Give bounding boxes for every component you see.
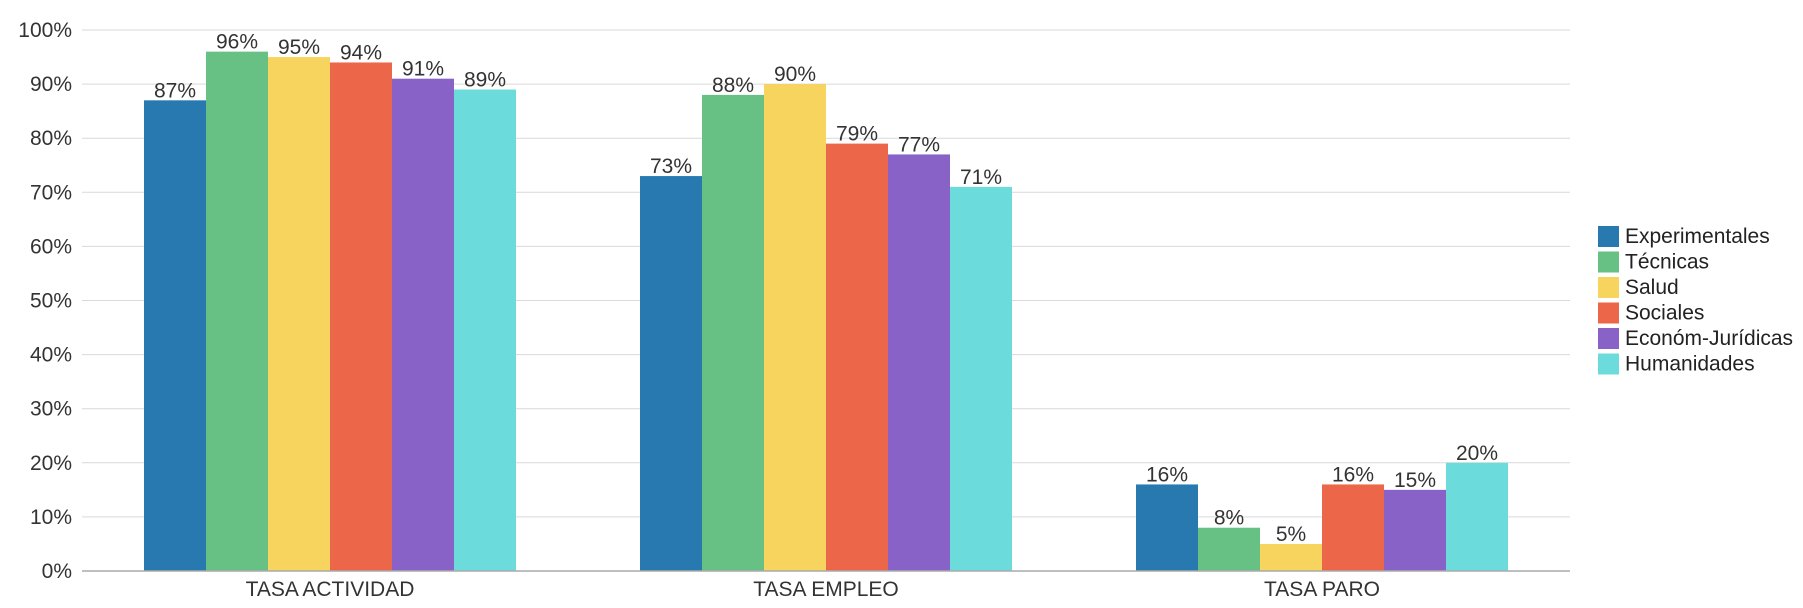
bar <box>826 143 888 572</box>
data-label: 91% <box>402 58 444 81</box>
bar <box>206 51 268 571</box>
bar <box>268 57 330 572</box>
legend-label: Experimentales <box>1625 225 1770 248</box>
legend-label: Sociales <box>1625 302 1704 325</box>
bar <box>144 100 206 571</box>
y-tick-label: 80% <box>30 127 72 150</box>
bar <box>1198 527 1260 571</box>
y-tick-label: 100% <box>18 19 72 42</box>
bar <box>330 62 392 572</box>
data-label: 79% <box>836 123 878 146</box>
x-tick-label: TASA ACTIVIDAD <box>246 578 415 601</box>
data-label: 90% <box>774 63 816 86</box>
data-label: 16% <box>1332 463 1374 486</box>
legend-label: Salud <box>1625 276 1679 299</box>
x-tick-label: TASA EMPLEO <box>753 578 899 601</box>
y-tick-label: 20% <box>30 452 72 475</box>
data-label: 20% <box>1456 442 1498 465</box>
legend-item: Experimentales <box>1598 225 1770 248</box>
legend-item: Salud <box>1598 276 1679 299</box>
data-label: 15% <box>1394 469 1436 492</box>
x-axis-ticks: TASA ACTIVIDAD TASA EMPLEO TASA PARO <box>246 578 1380 601</box>
data-label: 16% <box>1146 463 1188 486</box>
bar <box>702 94 764 572</box>
bar <box>640 176 702 571</box>
bars <box>144 51 1508 572</box>
y-axis-ticks: 0% 10% 20% 30% 40% 50% 60% 70% 80% 90% 100% <box>18 19 72 583</box>
bar <box>454 89 516 571</box>
legend-item: Sociales <box>1598 302 1704 325</box>
bar <box>392 78 454 571</box>
data-label: 94% <box>340 41 382 64</box>
legend-label: Económ-Jurídicas <box>1625 327 1793 350</box>
y-tick-label: 60% <box>30 235 72 258</box>
legend-label: Técnicas <box>1625 251 1709 274</box>
data-label: 71% <box>960 166 1002 189</box>
legend-item: Económ-Jurídicas <box>1598 327 1793 350</box>
y-tick-label: 10% <box>30 506 72 529</box>
data-label: 5% <box>1276 523 1306 546</box>
bar <box>888 154 950 571</box>
legend-item: Humanidades <box>1598 353 1755 376</box>
x-tick-label: TASA PARO <box>1264 578 1380 601</box>
bar <box>764 84 826 571</box>
legend-swatch <box>1598 226 1619 247</box>
data-label: 73% <box>650 155 692 178</box>
data-label: 88% <box>712 74 754 97</box>
bar <box>1136 484 1198 571</box>
y-tick-label: 50% <box>30 290 72 313</box>
bar <box>1446 462 1508 571</box>
y-tick-label: 70% <box>30 181 72 204</box>
bar <box>1260 543 1322 571</box>
legend-swatch <box>1598 251 1619 273</box>
legend-swatch <box>1598 328 1619 349</box>
y-tick-label: 90% <box>30 73 72 96</box>
data-label: 8% <box>1214 507 1244 530</box>
legend-swatch <box>1598 277 1619 298</box>
legend-swatch <box>1598 302 1619 324</box>
data-label: 89% <box>464 69 506 92</box>
legend-item: Técnicas <box>1598 251 1709 274</box>
data-labels: 87% 96% 95% 94% 91% 89% 73% 88% 90% 79% 77% 71% 16% 8… <box>154 31 1498 546</box>
legend-swatch <box>1598 353 1619 375</box>
data-label: 77% <box>898 133 940 156</box>
bar <box>1384 489 1446 571</box>
legend-label: Humanidades <box>1625 353 1755 376</box>
data-label: 96% <box>216 31 258 54</box>
data-label: 95% <box>278 36 320 59</box>
y-tick-label: 0% <box>42 560 72 583</box>
y-tick-label: 30% <box>30 398 72 421</box>
bar <box>1322 484 1384 571</box>
y-tick-label: 40% <box>30 344 72 367</box>
bar <box>950 186 1012 571</box>
data-label: 87% <box>154 79 196 102</box>
